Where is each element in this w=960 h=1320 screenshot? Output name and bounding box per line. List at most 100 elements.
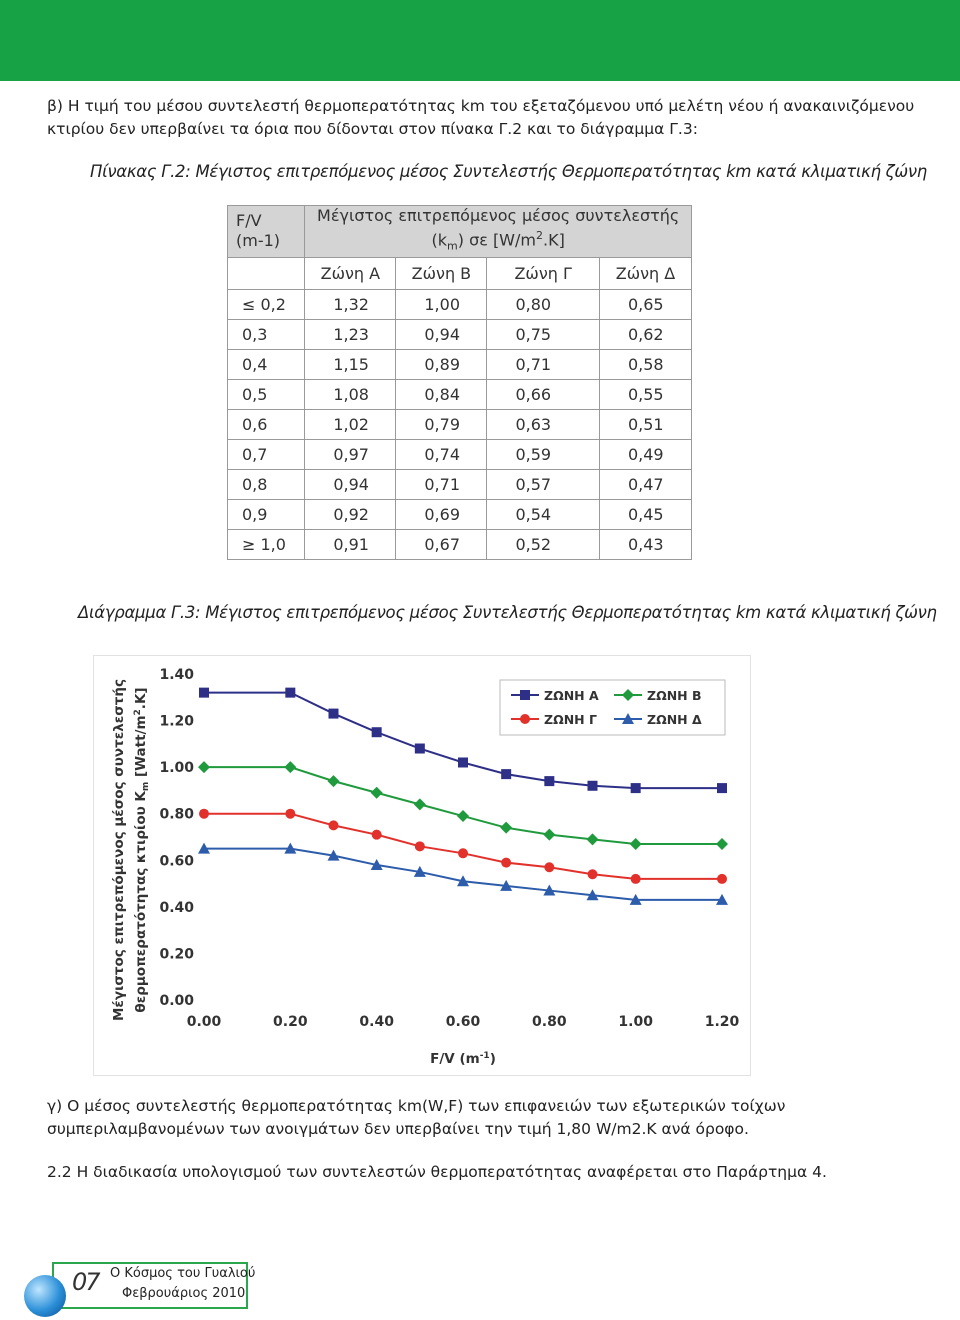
chart-caption: Διάγραμμα Γ.3: Μέγιστος επιτρεπόμενος μέ…	[78, 603, 937, 622]
cell: 0,3	[226, 318, 306, 350]
marker	[414, 743, 425, 754]
y-tick-label: 0.40	[159, 900, 194, 916]
x-axis-label-part: -1	[480, 1051, 490, 1061]
marker	[370, 786, 383, 799]
marker	[543, 884, 556, 896]
marker	[458, 848, 468, 859]
cell: 0,43	[598, 528, 693, 560]
issue: Φεβρουάριος 2010	[122, 1286, 246, 1301]
y-axis-label-part: m	[141, 782, 151, 791]
cell: 0,47	[598, 468, 693, 500]
marker	[328, 708, 339, 719]
marker	[285, 808, 296, 819]
marker	[500, 821, 513, 834]
cell: 0,9	[226, 498, 306, 530]
header-text: Μέγιστος επιτρεπόμενος μέσος συντελεστής	[317, 206, 680, 225]
y-tick-label: 1.00	[159, 760, 194, 776]
marker	[717, 783, 727, 794]
marker	[586, 833, 599, 846]
marker	[284, 761, 297, 774]
cell: 1,32	[304, 288, 397, 320]
cell: 1,08	[304, 378, 397, 410]
cell: 0,94	[395, 318, 488, 350]
y-tick-label: 1.20	[159, 714, 194, 730]
cell: 0,49	[598, 438, 693, 470]
cell: 0,69	[395, 498, 488, 530]
x-tick-label: 1.00	[618, 1014, 653, 1030]
zone-row: Ζώνη Α Ζώνη Β Ζώνη Γ Ζώνη Δ	[226, 256, 693, 290]
marker	[587, 780, 598, 791]
marker	[328, 820, 339, 831]
marker	[198, 761, 210, 774]
cell: 0,80	[486, 288, 600, 320]
cell: 0,59	[486, 438, 600, 470]
marker	[199, 687, 209, 698]
marker	[198, 842, 210, 854]
cell: 0,79	[395, 408, 488, 440]
magazine: Ο Κόσμος του Γυαλιού	[110, 1266, 256, 1281]
y-tick-label: 0.00	[159, 993, 194, 1009]
x-axis-label-part: F/V (m	[430, 1051, 480, 1067]
data-row: 0,4 1,15 0,89 0,71 0,58	[226, 348, 693, 380]
x-tick-label: 0.40	[359, 1014, 394, 1030]
marker	[717, 873, 727, 884]
header-text: (km) σε [W/m2.K]	[305, 226, 691, 257]
cell: 0,7	[226, 438, 306, 470]
marker	[630, 873, 641, 884]
marker	[458, 757, 468, 768]
legend: ΖΩΝΗ Α ΖΩΝΗ Β ΖΩΝΗ Γ ΖΩΝΗ Δ	[499, 679, 726, 736]
y-axis-label: Μέγιστος επιτρεπόμενος μέσος συντελεστής	[111, 679, 127, 1021]
cell: 0,58	[598, 348, 693, 380]
marker	[544, 776, 555, 787]
cell: 0,71	[486, 348, 600, 380]
cell: 0,84	[395, 378, 488, 410]
marker	[285, 687, 296, 698]
legend-label: ΖΩΝΗ Δ	[647, 712, 702, 727]
cell: 0,4	[226, 348, 306, 380]
cell: 0,97	[304, 438, 397, 470]
data-row: 0,5 1,08 0,84 0,66 0,55	[226, 378, 693, 410]
marker	[501, 857, 512, 868]
header-text: .K]	[542, 230, 565, 250]
header-row: F/V (m-1) Μέγιστος επιτρεπόμενος μέσος συν…	[226, 205, 692, 258]
data-row: 0,8 0,94 0,71 0,57 0,47	[226, 468, 693, 500]
cell: 0,65	[598, 288, 693, 320]
marker	[587, 869, 598, 880]
cell: 0,8	[226, 468, 306, 500]
marker	[501, 769, 512, 780]
marker	[629, 837, 642, 850]
marker	[520, 690, 530, 700]
cell: 0,51	[598, 408, 693, 440]
marker	[716, 837, 728, 850]
marker	[520, 714, 530, 724]
x-axis-label-part: )	[490, 1051, 496, 1067]
marker	[629, 893, 642, 905]
marker	[284, 842, 297, 854]
table: F/V (m-1) Μέγιστος επιτρεπόμενος μέσος συν…	[226, 205, 693, 560]
x-tick-label: 0.80	[532, 1014, 567, 1030]
marker	[543, 828, 556, 841]
data-row: ≥ 1,0 0,91 0,67 0,52 0,43	[226, 528, 693, 560]
page-number: 07	[72, 1268, 101, 1296]
table-caption: Πίνακας Γ.2: Μέγιστος επιτρεπόμενος μέσο…	[90, 162, 927, 181]
marker	[586, 889, 599, 901]
zone-cell: Ζώνη Α	[304, 256, 397, 290]
cell: 0,75	[486, 318, 600, 350]
cell: 1,23	[304, 318, 397, 350]
cell: 0,74	[395, 438, 488, 470]
cell: 0,92	[304, 498, 397, 530]
data-row: ≤ 0,2 1,32 1,00 0,80 0,65	[226, 288, 693, 320]
marker	[457, 875, 469, 887]
y-axis-label-part: .K]	[133, 687, 149, 709]
x-axis-label: F/V (m-1)	[430, 1051, 496, 1067]
cell: 0,67	[395, 528, 488, 560]
chart: 0.00 0.20 0.40 0.60 0.80 1.00 1.20 1.40 0.00 0.20…	[93, 655, 751, 1076]
x-tick-label: 0.00	[187, 1014, 222, 1030]
cell: 0,52	[486, 528, 600, 560]
text-line: κτιρίου δεν υπερβαίνει τα όρια που δίδον…	[47, 120, 698, 138]
text-line: γ) Ο μέσος συντελεστής θερμοπερατότητας …	[47, 1097, 786, 1115]
marker	[371, 829, 382, 840]
marker	[199, 808, 209, 819]
zone-cell: Ζώνη Δ	[598, 256, 693, 290]
